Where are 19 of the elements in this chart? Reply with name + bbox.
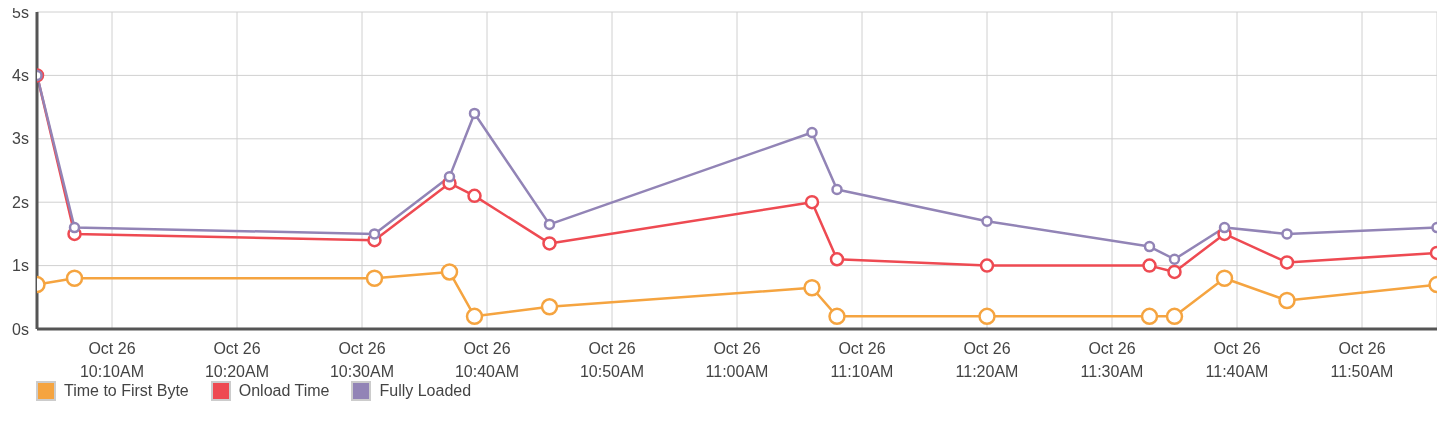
x-tick-label: Oct 26 11:50AM [1330, 340, 1394, 380]
y-tick-label: 1s [12, 257, 29, 275]
x-tick-label: Oct 26 11:20AM [955, 340, 1019, 380]
legend-label: Fully Loaded [378, 381, 472, 401]
x-tick-label: Oct 26 11:10AM [830, 340, 894, 380]
x-tick-label: Oct 26 11:40AM [1205, 340, 1269, 380]
y-tick-label: 4s [12, 67, 29, 85]
x-tick-label: Oct 26 11:00AM [705, 340, 769, 380]
y-tick-label: 2s [12, 193, 29, 211]
x-tick-label: Oct 26 10:40AM [454, 340, 520, 380]
legend-label: Time to First Byte [63, 381, 189, 401]
x-tick-label: Oct 26 10:20AM [204, 340, 270, 380]
x-tick-label: Oct 26 11:30AM [1080, 340, 1144, 380]
x-tick-label: Oct 26 10:10AM [79, 340, 145, 380]
y-tick-label: 0s [12, 320, 29, 338]
x-tick-label: Oct 26 10:50AM [579, 340, 645, 380]
legend-label: Onload Time [237, 381, 330, 401]
y-tick-label: 3s [12, 130, 29, 148]
x-tick-label: Oct 26 10:30AM [329, 340, 395, 380]
